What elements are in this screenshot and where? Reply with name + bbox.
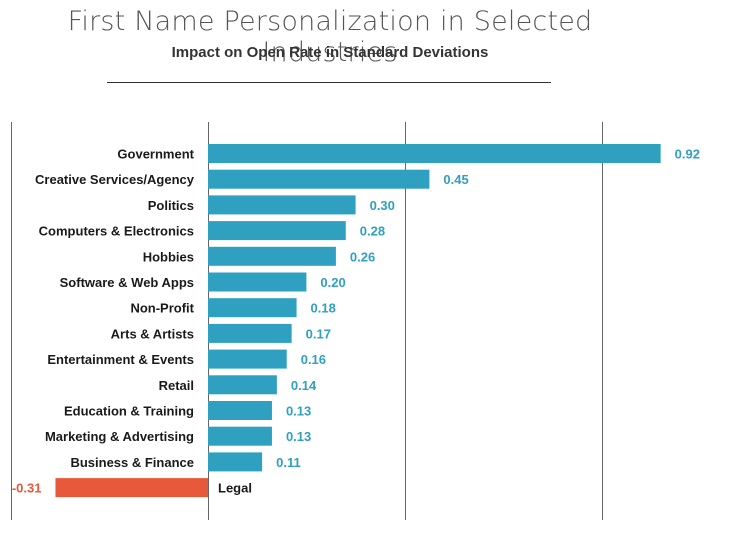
bar bbox=[208, 426, 272, 446]
chart-title: First Name Personalization in Selected I… bbox=[67, 6, 593, 68]
value-label: 0.16 bbox=[301, 352, 326, 367]
category-label: Creative Services/Agency bbox=[35, 172, 195, 187]
bar bbox=[208, 298, 297, 318]
value-label: 0.13 bbox=[286, 429, 311, 444]
category-label: Government bbox=[117, 147, 194, 162]
bar bbox=[208, 169, 430, 189]
chart-subtitle: Impact on Open Rate in Standard Deviatio… bbox=[171, 44, 489, 61]
category-label: Education & Training bbox=[64, 404, 194, 419]
bar bbox=[208, 349, 287, 369]
value-label: 0.11 bbox=[276, 455, 301, 470]
value-label: 0.45 bbox=[443, 172, 468, 187]
bar bbox=[208, 221, 346, 241]
bar bbox=[208, 375, 277, 395]
category-label: Business & Finance bbox=[70, 455, 194, 470]
value-label: -0.31 bbox=[12, 481, 42, 496]
bar bbox=[208, 195, 356, 215]
value-label: 0.20 bbox=[320, 275, 345, 290]
value-label: 0.28 bbox=[360, 224, 385, 239]
category-label: Entertainment & Events bbox=[47, 352, 194, 367]
category-label: Legal bbox=[218, 481, 252, 496]
value-label: 0.13 bbox=[286, 404, 311, 419]
value-label: 0.17 bbox=[306, 326, 331, 341]
category-label: Computers & Electronics bbox=[39, 224, 194, 239]
bar bbox=[208, 401, 272, 420]
category-label: Retail bbox=[159, 378, 194, 393]
value-label: 0.14 bbox=[291, 378, 317, 393]
category-label: Software & Web Apps bbox=[60, 275, 194, 290]
category-label: Hobbies bbox=[143, 249, 194, 264]
bar bbox=[208, 272, 307, 292]
category-label: Marketing & Advertising bbox=[45, 429, 194, 444]
bar bbox=[55, 478, 209, 498]
value-label: 0.18 bbox=[311, 301, 336, 316]
value-label: 0.26 bbox=[350, 249, 375, 264]
value-label: 0.30 bbox=[370, 198, 395, 213]
bar bbox=[208, 144, 661, 163]
category-label: Politics bbox=[148, 198, 194, 213]
value-label: 0.92 bbox=[675, 147, 700, 162]
category-label: Arts & Artists bbox=[111, 326, 194, 341]
title-divider bbox=[107, 82, 551, 83]
bar bbox=[208, 246, 336, 266]
bar bbox=[208, 323, 292, 343]
category-label: Non-Profit bbox=[130, 301, 194, 316]
bar bbox=[208, 452, 263, 472]
